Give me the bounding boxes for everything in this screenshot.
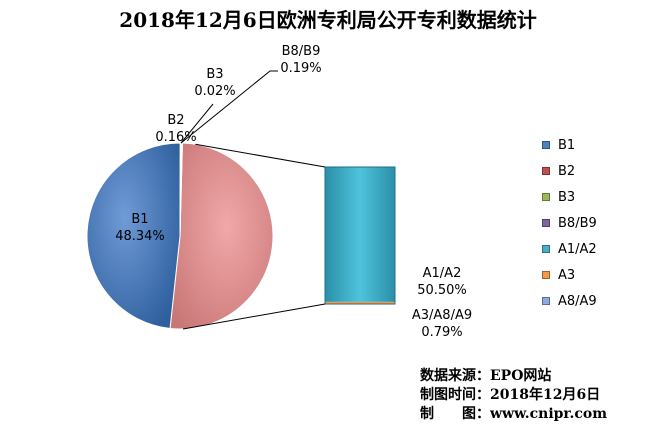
- legend-label: A1/A2: [558, 241, 597, 257]
- author-line: 制 图：www.cnipr.com: [420, 406, 608, 422]
- slice-label-a1a2: A1/A2 50.50%: [417, 266, 467, 298]
- legend-label: B8/B9: [558, 215, 597, 231]
- legend-label: A3: [558, 267, 576, 283]
- legend-label: B3: [558, 189, 576, 205]
- legend-swatch: [542, 245, 550, 253]
- slice-label-b1: B1 48.34%: [115, 212, 165, 244]
- legend-label: B1: [558, 137, 576, 153]
- legend-item-a3: A3: [542, 262, 597, 288]
- bar-segment-a3: [325, 301, 395, 304]
- legend-item-b1: B1: [542, 132, 597, 158]
- legend-label: B2: [558, 163, 576, 179]
- leader-b3: [180, 103, 214, 144]
- slice-label-b8b9: B8/B9 0.19%: [280, 44, 322, 76]
- source-notes: 数据来源：EPO网站 制图时间：2018年12月6日 制 图：www.cnipr…: [420, 367, 607, 424]
- leader-b8b9: [180, 70, 278, 144]
- legend-swatch: [542, 297, 550, 305]
- legend-item-b8b9: B8/B9: [542, 210, 597, 236]
- legend-swatch: [542, 219, 550, 227]
- bar-outline: [324, 166, 396, 305]
- legend-item-a8a9: A8/A9: [542, 288, 597, 314]
- legend-label: A8/A9: [558, 293, 597, 309]
- legend-item-b2: B2: [542, 158, 597, 184]
- legend-swatch: [542, 271, 550, 279]
- legend-swatch: [542, 167, 550, 175]
- pie-slice-other: [169, 142, 274, 330]
- bar-segment-a1a2: [325, 167, 395, 302]
- legend-swatch: [542, 193, 550, 201]
- pie-slice-b1: [86, 142, 181, 330]
- legend-swatch: [542, 141, 550, 149]
- slice-label-b3: B3 0.02%: [194, 67, 236, 99]
- connector-top: [195, 143, 326, 168]
- chart-title: 2018年12月6日欧洲专利局公开专利数据统计: [119, 8, 537, 32]
- source-line: 数据来源：EPO网站: [420, 368, 552, 384]
- legend-item-b3: B3: [542, 184, 597, 210]
- slice-label-b2: B2 0.16%: [155, 113, 197, 145]
- date-line: 制图时间：2018年12月6日: [420, 387, 601, 403]
- legend: B1 B2 B3 B8/B9 A1/A2 A3 A8/A9: [542, 132, 597, 314]
- connector-bottom: [182, 303, 326, 330]
- legend-item-a1a2: A1/A2: [542, 236, 597, 262]
- slice-label-a3a8a9: A3/A8/A9 0.79%: [411, 308, 473, 340]
